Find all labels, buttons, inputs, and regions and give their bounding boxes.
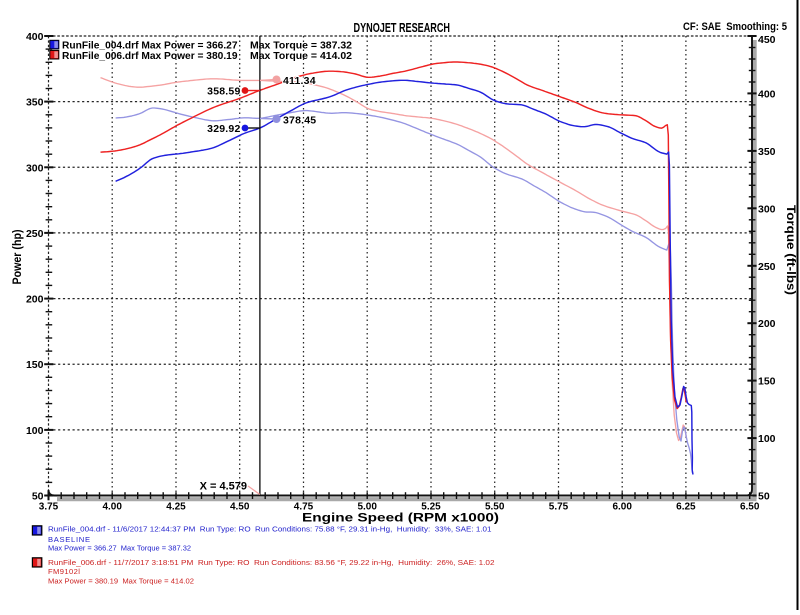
svg-text:150: 150 bbox=[26, 359, 44, 371]
svg-text:100: 100 bbox=[26, 425, 44, 437]
svg-text:400: 400 bbox=[758, 88, 776, 100]
svg-text:50: 50 bbox=[32, 491, 44, 503]
svg-text:150: 150 bbox=[758, 376, 776, 388]
svg-text:50: 50 bbox=[758, 491, 770, 503]
svg-text:200: 200 bbox=[758, 318, 776, 330]
svg-text:250: 250 bbox=[26, 228, 44, 240]
svg-text:6.00: 6.00 bbox=[612, 502, 632, 513]
svg-text:3.75: 3.75 bbox=[39, 502, 59, 513]
svg-text:Max Power = 380.19 Max Torque: Max Power = 380.19 Max Torque = 414.02 bbox=[48, 577, 194, 586]
svg-text:Max Torque = 414.02: Max Torque = 414.02 bbox=[250, 50, 352, 62]
svg-text:100: 100 bbox=[758, 433, 776, 445]
svg-text:6.50: 6.50 bbox=[740, 502, 760, 513]
svg-text:DYNOJET RESEARCH: DYNOJET RESEARCH bbox=[354, 20, 451, 35]
svg-text:200: 200 bbox=[26, 294, 44, 306]
svg-text:5.00: 5.00 bbox=[357, 502, 377, 513]
svg-text:Power (hp): Power (hp) bbox=[12, 229, 24, 284]
svg-text:5.75: 5.75 bbox=[549, 502, 569, 513]
svg-text:400: 400 bbox=[26, 31, 44, 43]
svg-text:RunFile_006.drf - 11/7/2017 3:: RunFile_006.drf - 11/7/2017 3:18:51 PM R… bbox=[48, 558, 495, 567]
svg-text:Max Torque = 387.32: Max Torque = 387.32 bbox=[250, 40, 352, 52]
svg-text:350: 350 bbox=[758, 146, 776, 158]
svg-text:411.34: 411.34 bbox=[283, 75, 316, 87]
svg-text:6.25: 6.25 bbox=[676, 502, 696, 513]
svg-text:300: 300 bbox=[758, 203, 776, 215]
svg-text:FM9102l: FM9102l bbox=[48, 567, 80, 576]
svg-text:BASELINE: BASELINE bbox=[48, 535, 91, 544]
svg-text:5.25: 5.25 bbox=[421, 502, 441, 513]
svg-text:358.59: 358.59 bbox=[207, 86, 240, 98]
svg-text:5.50: 5.50 bbox=[485, 502, 505, 513]
svg-text:X = 4.579: X = 4.579 bbox=[200, 481, 247, 493]
svg-text:378.45: 378.45 bbox=[283, 114, 316, 126]
svg-text:Engine Speed (RPM x1000): Engine Speed (RPM x1000) bbox=[302, 513, 499, 525]
svg-text:CF: SAE Smoothing: 5: CF: SAE Smoothing: 5 bbox=[683, 21, 787, 33]
svg-text:350: 350 bbox=[26, 97, 44, 109]
svg-text:RunFile_006.drf Max Power = 38: RunFile_006.drf Max Power = 380.19 bbox=[62, 50, 238, 62]
svg-text:RunFile_004.drf - 11/6/2017 12: RunFile_004.drf - 11/6/2017 12:44:37 PM … bbox=[48, 525, 492, 534]
svg-text:4.00: 4.00 bbox=[102, 502, 122, 513]
svg-text:Torque (ft-lbs): Torque (ft-lbs) bbox=[784, 205, 796, 295]
svg-text:4.75: 4.75 bbox=[294, 502, 314, 513]
svg-text:4.50: 4.50 bbox=[230, 502, 250, 513]
svg-text:300: 300 bbox=[26, 162, 44, 174]
svg-text:4.25: 4.25 bbox=[166, 502, 186, 513]
svg-text:329.92: 329.92 bbox=[207, 123, 240, 135]
svg-text:Max Power = 366.27 Max Torque: Max Power = 366.27 Max Torque = 387.32 bbox=[48, 543, 191, 552]
svg-text:250: 250 bbox=[758, 261, 776, 273]
svg-text:RunFile_004.drf Max Power = 36: RunFile_004.drf Max Power = 366.27 bbox=[62, 40, 238, 52]
svg-text:450: 450 bbox=[758, 34, 776, 46]
